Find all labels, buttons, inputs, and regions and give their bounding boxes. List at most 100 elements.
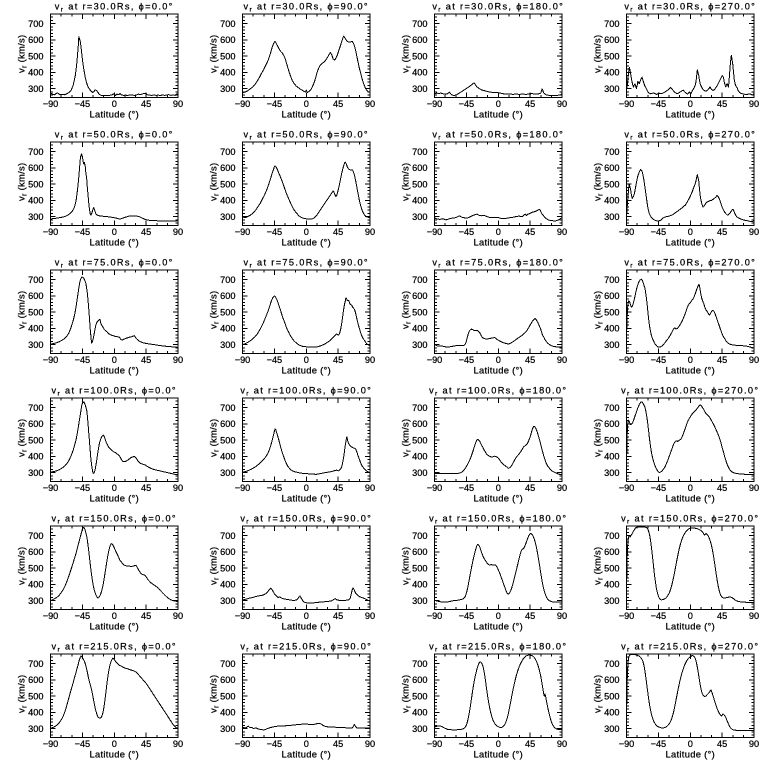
svg-text:−90: −90 (43, 483, 59, 493)
svg-text:vr (km/s): vr (km/s) (16, 291, 29, 329)
svg-text:500: 500 (28, 435, 43, 445)
svg-text:vr at r=30.0Rs, ϕ=0.0°: vr at r=30.0Rs, ϕ=0.0° (55, 2, 174, 14)
svg-text:45: 45 (525, 99, 535, 109)
svg-text:300: 300 (604, 724, 619, 734)
svg-text:−45: −45 (75, 355, 91, 365)
svg-text:vr (km/s): vr (km/s) (400, 291, 413, 329)
svg-text:45: 45 (333, 739, 343, 749)
svg-text:−90: −90 (619, 227, 635, 237)
svg-text:90: 90 (557, 739, 567, 749)
svg-text:Latitude (°): Latitude (°) (473, 365, 523, 376)
svg-text:−45: −45 (459, 99, 475, 109)
svg-text:−90: −90 (427, 99, 443, 109)
svg-text:vr at r=150.0Rs, ϕ=0.0°: vr at r=150.0Rs, ϕ=0.0° (52, 514, 177, 526)
svg-text:300: 300 (220, 84, 235, 94)
svg-text:vr at r=215.0Rs, ϕ=270.0°: vr at r=215.0Rs, ϕ=270.0° (621, 642, 759, 654)
svg-text:−45: −45 (651, 611, 667, 621)
svg-text:0: 0 (496, 99, 501, 109)
svg-text:700: 700 (220, 19, 235, 29)
svg-text:90: 90 (365, 739, 375, 749)
svg-text:90: 90 (749, 355, 759, 365)
svg-text:500: 500 (28, 563, 43, 573)
svg-text:500: 500 (604, 435, 619, 445)
svg-text:−90: −90 (619, 611, 635, 621)
svg-text:Latitude (°): Latitude (°) (281, 237, 331, 248)
svg-text:Latitude (°): Latitude (°) (473, 109, 523, 120)
svg-text:600: 600 (220, 675, 235, 685)
svg-text:300: 300 (220, 340, 235, 350)
svg-text:500: 500 (220, 563, 235, 573)
svg-text:600: 600 (604, 291, 619, 301)
svg-text:45: 45 (333, 355, 343, 365)
svg-text:600: 600 (28, 163, 43, 173)
svg-text:400: 400 (220, 324, 235, 334)
svg-text:500: 500 (412, 691, 427, 701)
svg-text:700: 700 (412, 19, 427, 29)
svg-text:vr (km/s): vr (km/s) (400, 35, 413, 73)
svg-text:vr at r=75.0Rs, ϕ=0.0°: vr at r=75.0Rs, ϕ=0.0° (55, 258, 174, 270)
svg-text:Latitude (°): Latitude (°) (281, 365, 331, 376)
svg-text:−90: −90 (427, 611, 443, 621)
svg-text:300: 300 (412, 596, 427, 606)
svg-text:300: 300 (28, 596, 43, 606)
svg-text:Latitude (°): Latitude (°) (89, 365, 139, 376)
svg-text:700: 700 (604, 147, 619, 157)
svg-text:400: 400 (220, 708, 235, 718)
svg-text:−45: −45 (267, 483, 283, 493)
svg-text:700: 700 (28, 147, 43, 157)
svg-text:300: 300 (220, 212, 235, 222)
svg-text:45: 45 (525, 739, 535, 749)
svg-text:300: 300 (220, 724, 235, 734)
svg-text:vr at r=75.0Rs, ϕ=270.0°: vr at r=75.0Rs, ϕ=270.0° (624, 258, 756, 270)
svg-text:Latitude (°): Latitude (°) (89, 109, 139, 120)
svg-text:500: 500 (604, 51, 619, 61)
svg-text:Latitude (°): Latitude (°) (473, 749, 523, 760)
svg-text:Latitude (°): Latitude (°) (665, 621, 715, 632)
svg-text:−45: −45 (267, 739, 283, 749)
svg-text:700: 700 (604, 275, 619, 285)
svg-text:400: 400 (28, 196, 43, 206)
svg-text:400: 400 (28, 452, 43, 462)
svg-text:400: 400 (220, 68, 235, 78)
svg-text:90: 90 (749, 739, 759, 749)
svg-text:vr (km/s): vr (km/s) (208, 35, 221, 73)
svg-text:−45: −45 (267, 355, 283, 365)
svg-text:Latitude (°): Latitude (°) (665, 237, 715, 248)
svg-text:vr at r=75.0Rs, ϕ=180.0°: vr at r=75.0Rs, ϕ=180.0° (432, 258, 564, 270)
svg-text:vr (km/s): vr (km/s) (208, 675, 221, 713)
svg-text:90: 90 (749, 611, 759, 621)
svg-text:45: 45 (333, 227, 343, 237)
svg-text:−90: −90 (43, 99, 59, 109)
svg-text:0: 0 (688, 611, 693, 621)
svg-text:−45: −45 (75, 99, 91, 109)
svg-text:45: 45 (717, 355, 727, 365)
svg-text:vr (km/s): vr (km/s) (16, 163, 29, 201)
svg-text:0: 0 (688, 355, 693, 365)
svg-text:90: 90 (557, 99, 567, 109)
svg-text:500: 500 (220, 179, 235, 189)
svg-text:90: 90 (749, 483, 759, 493)
svg-text:−45: −45 (651, 227, 667, 237)
svg-text:400: 400 (412, 68, 427, 78)
svg-text:Latitude (°): Latitude (°) (665, 493, 715, 504)
svg-text:−45: −45 (459, 355, 475, 365)
svg-text:90: 90 (557, 227, 567, 237)
svg-text:−90: −90 (43, 355, 59, 365)
svg-text:500: 500 (604, 307, 619, 317)
svg-text:Latitude (°): Latitude (°) (665, 109, 715, 120)
svg-text:45: 45 (717, 227, 727, 237)
svg-text:−90: −90 (619, 483, 635, 493)
svg-text:90: 90 (365, 99, 375, 109)
svg-text:700: 700 (604, 19, 619, 29)
svg-text:400: 400 (604, 580, 619, 590)
svg-text:−45: −45 (267, 99, 283, 109)
svg-text:−45: −45 (459, 739, 475, 749)
svg-text:45: 45 (141, 483, 151, 493)
svg-text:−45: −45 (651, 739, 667, 749)
svg-text:400: 400 (604, 324, 619, 334)
svg-text:Latitude (°): Latitude (°) (281, 749, 331, 760)
svg-text:−90: −90 (235, 739, 251, 749)
svg-text:45: 45 (717, 483, 727, 493)
svg-text:700: 700 (412, 147, 427, 157)
svg-text:700: 700 (412, 531, 427, 541)
